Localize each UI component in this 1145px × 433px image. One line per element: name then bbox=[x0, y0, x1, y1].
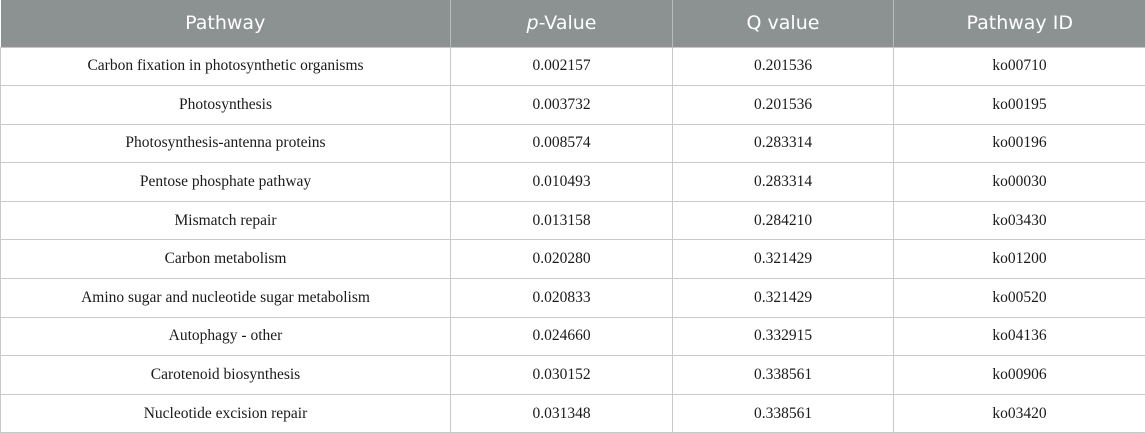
table-row: Carotenoid biosynthesis 0.030152 0.33856… bbox=[0, 355, 1145, 395]
cell-pathway-id: ko00196 bbox=[893, 123, 1145, 164]
cell-pathway: Carbon metabolism bbox=[0, 239, 451, 280]
cell-pathway-id: ko03430 bbox=[893, 200, 1145, 241]
cell-pathway-id: ko04136 bbox=[893, 316, 1145, 357]
table-row: Carbon fixation in photosynthetic organi… bbox=[0, 46, 1145, 87]
table-row: Carbon metabolism 0.020280 0.321429 ko01… bbox=[0, 239, 1145, 280]
table-row: Pentose phosphate pathway 0.010493 0.283… bbox=[0, 162, 1145, 202]
cell-p-value: 0.008574 bbox=[450, 123, 673, 164]
cell-q-value: 0.284210 bbox=[672, 200, 894, 241]
table-row: Photosynthesis-antenna proteins 0.008574… bbox=[0, 123, 1145, 164]
header-row: Pathway p-Value Q value Pathway ID bbox=[0, 0, 1145, 47]
header-p-value-prefix: p bbox=[526, 12, 539, 35]
cell-p-value: 0.003732 bbox=[450, 85, 673, 125]
cell-q-value: 0.338561 bbox=[672, 393, 894, 433]
cell-pathway: Carbon fixation in photosynthetic organi… bbox=[0, 46, 451, 87]
table-header: Pathway p-Value Q value Pathway ID bbox=[0, 0, 1145, 47]
header-p-value: p-Value bbox=[450, 0, 673, 47]
cell-pathway-id: ko00195 bbox=[893, 85, 1145, 125]
cell-p-value: 0.002157 bbox=[450, 46, 673, 87]
cell-pathway-id: ko00520 bbox=[893, 278, 1145, 318]
cell-p-value: 0.010493 bbox=[450, 162, 673, 202]
cell-pathway: Photosynthesis-antenna proteins bbox=[0, 123, 451, 164]
table-row: Photosynthesis 0.003732 0.201536 ko00195 bbox=[0, 85, 1145, 125]
cell-p-value: 0.013158 bbox=[450, 200, 673, 241]
header-p-value-suffix: -Value bbox=[538, 12, 597, 35]
table-row: Mismatch repair 0.013158 0.284210 ko0343… bbox=[0, 200, 1145, 241]
cell-q-value: 0.283314 bbox=[672, 123, 894, 164]
cell-q-value: 0.321429 bbox=[672, 278, 894, 318]
cell-q-value: 0.283314 bbox=[672, 162, 894, 202]
cell-q-value: 0.201536 bbox=[672, 46, 894, 87]
table-body: Carbon fixation in photosynthetic organi… bbox=[0, 46, 1145, 433]
cell-q-value: 0.338561 bbox=[672, 355, 894, 395]
cell-pathway-id: ko00906 bbox=[893, 355, 1145, 395]
cell-pathway: Amino sugar and nucleotide sugar metabol… bbox=[0, 278, 451, 318]
cell-p-value: 0.020280 bbox=[450, 239, 673, 280]
cell-pathway: Carotenoid biosynthesis bbox=[0, 355, 451, 395]
cell-pathway: Pentose phosphate pathway bbox=[0, 162, 451, 202]
table-row: Autophagy - other 0.024660 0.332915 ko04… bbox=[0, 316, 1145, 357]
cell-pathway: Mismatch repair bbox=[0, 200, 451, 241]
cell-pathway: Nucleotide excision repair bbox=[0, 393, 451, 433]
cell-pathway: Autophagy - other bbox=[0, 316, 451, 357]
table-row: Amino sugar and nucleotide sugar metabol… bbox=[0, 278, 1145, 318]
cell-q-value: 0.321429 bbox=[672, 239, 894, 280]
table-row: Nucleotide excision repair 0.031348 0.33… bbox=[0, 393, 1145, 433]
cell-p-value: 0.020833 bbox=[450, 278, 673, 318]
cell-q-value: 0.201536 bbox=[672, 85, 894, 125]
cell-pathway-id: ko00710 bbox=[893, 46, 1145, 87]
header-q-value: Q value bbox=[672, 0, 894, 47]
cell-p-value: 0.030152 bbox=[450, 355, 673, 395]
cell-pathway: Photosynthesis bbox=[0, 85, 451, 125]
header-pathway-id: Pathway ID bbox=[893, 0, 1145, 47]
header-pathway: Pathway bbox=[185, 12, 266, 35]
cell-p-value: 0.024660 bbox=[450, 316, 673, 357]
cell-pathway-id: ko03420 bbox=[893, 393, 1145, 433]
cell-q-value: 0.332915 bbox=[672, 316, 894, 357]
cell-pathway-id: ko01200 bbox=[893, 239, 1145, 280]
cell-pathway-id: ko00030 bbox=[893, 162, 1145, 202]
cell-p-value: 0.031348 bbox=[450, 393, 673, 433]
